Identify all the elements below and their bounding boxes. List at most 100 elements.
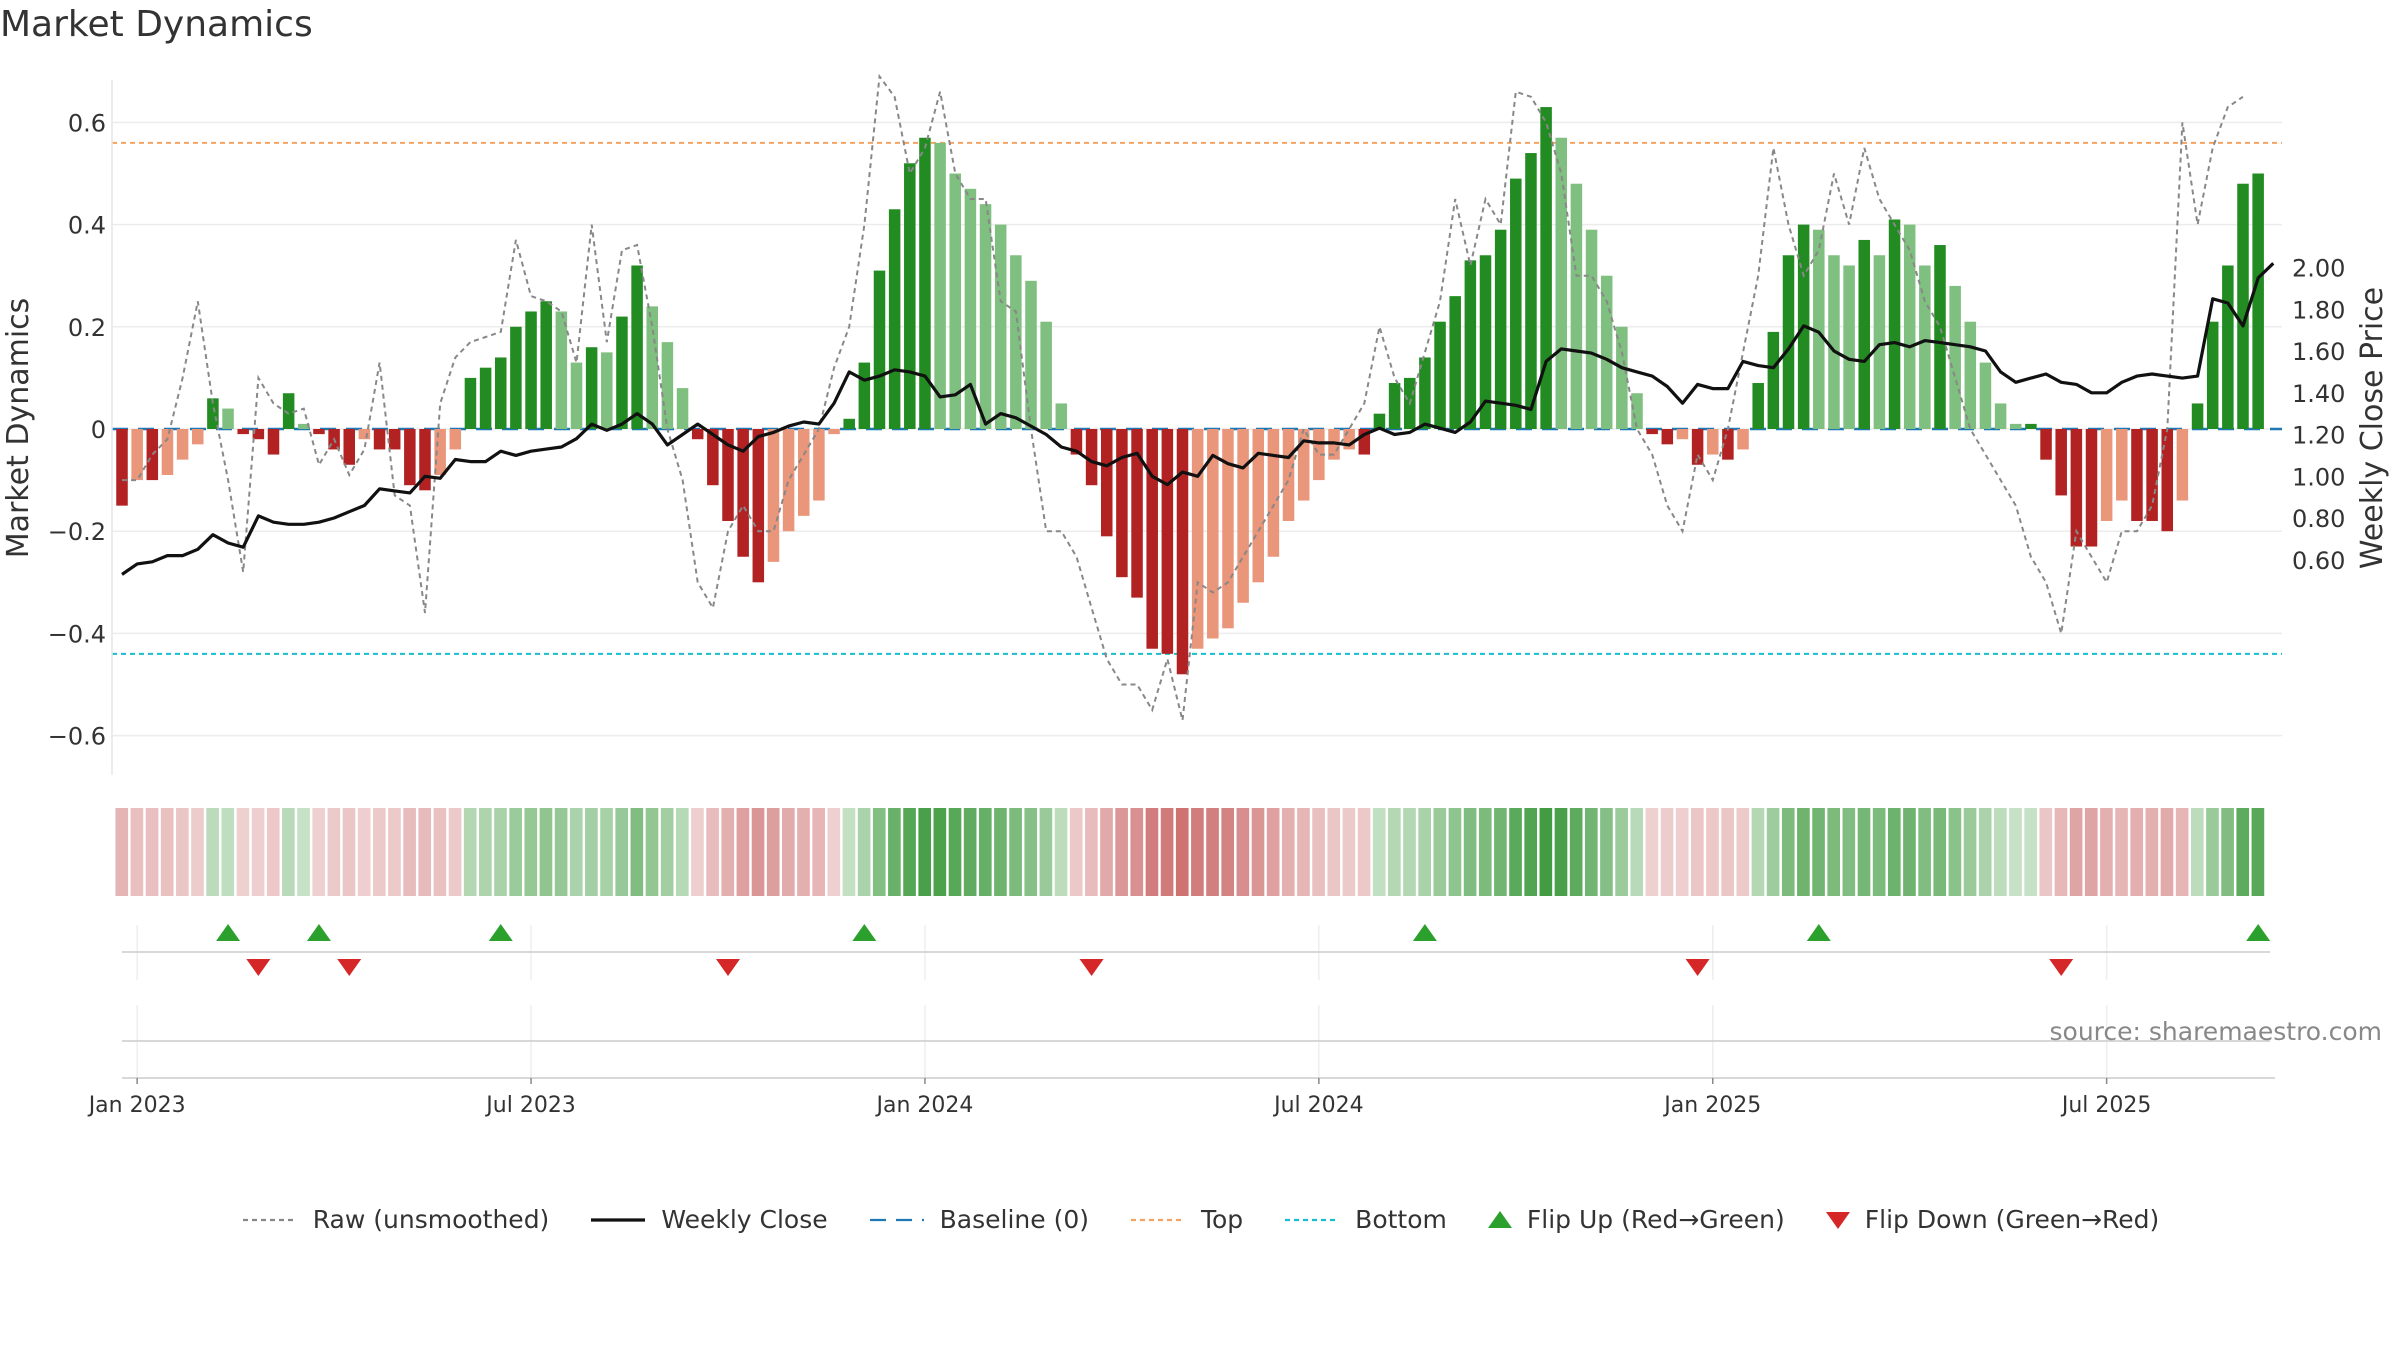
momentum-bar bbox=[222, 408, 234, 429]
momentum-bar bbox=[2070, 429, 2083, 547]
momentum-bar bbox=[191, 429, 204, 445]
momentum-bar bbox=[1464, 260, 1477, 429]
y-axis-label-left: Market Dynamics bbox=[1, 298, 36, 559]
momentum-bar bbox=[752, 429, 765, 583]
regime-cell bbox=[1312, 808, 1325, 896]
regime-cell bbox=[2024, 808, 2037, 896]
legend-swatch bbox=[242, 1218, 297, 1221]
momentum-bar bbox=[2222, 265, 2234, 429]
regime-cell bbox=[1418, 808, 1431, 896]
momentum-bar bbox=[1888, 219, 1901, 429]
regime-cell bbox=[585, 808, 598, 896]
flip-down-marker bbox=[716, 959, 740, 976]
left-tick-label: −0.4 bbox=[48, 620, 106, 648]
momentum-bar bbox=[1949, 285, 1961, 429]
legend-item-bottom: Bottom bbox=[1283, 1205, 1447, 1234]
momentum-bar bbox=[1873, 255, 1886, 429]
momentum-bar bbox=[934, 142, 946, 429]
regime-cell bbox=[1766, 808, 1780, 896]
regime-cell bbox=[1660, 808, 1674, 896]
momentum-bar bbox=[1085, 429, 1098, 486]
x-tick-label: Jul 2024 bbox=[1272, 1093, 1364, 1118]
right-tick-label: 1.60 bbox=[2292, 338, 2345, 366]
regime-cell bbox=[1706, 808, 1719, 896]
momentum-bar bbox=[2206, 321, 2219, 429]
momentum-bar bbox=[1207, 429, 1219, 639]
momentum-bar bbox=[979, 204, 992, 429]
flip-up-marker bbox=[1412, 924, 1437, 941]
regime-cell bbox=[2145, 808, 2159, 896]
regime-cell bbox=[1994, 808, 2007, 896]
legend-item-flip_up: Flip Up (Red→Green) bbox=[1487, 1205, 1785, 1234]
legend: Raw (unsmoothed) Weekly Close Baseline (0)… bbox=[0, 1205, 2400, 1234]
momentum-bar bbox=[1555, 137, 1568, 430]
regime-cell bbox=[1069, 808, 1083, 896]
regime-cell bbox=[1736, 808, 1750, 896]
momentum-bar bbox=[888, 209, 901, 429]
momentum-bar bbox=[2116, 429, 2128, 501]
momentum-bar bbox=[1767, 331, 1780, 429]
right-tick-label: 1.00 bbox=[2292, 463, 2345, 491]
flip-markers bbox=[216, 924, 2271, 976]
regime-cell bbox=[1721, 808, 1734, 896]
legend-label: Baseline (0) bbox=[939, 1205, 1089, 1234]
regime-cell bbox=[797, 808, 810, 896]
momentum-bar bbox=[146, 429, 159, 481]
regime-cell bbox=[1160, 808, 1174, 896]
regime-cell bbox=[903, 808, 916, 896]
legend-swatch bbox=[1487, 1210, 1512, 1228]
momentum-bar bbox=[313, 429, 325, 435]
momentum-bar bbox=[525, 311, 537, 429]
legend-swatch bbox=[591, 1217, 646, 1222]
momentum-bar bbox=[631, 265, 643, 429]
regime-cell bbox=[660, 808, 674, 896]
momentum-bar bbox=[2040, 429, 2052, 460]
momentum-bar bbox=[1494, 229, 1507, 429]
regime-cell bbox=[357, 808, 371, 896]
momentum-bar bbox=[1661, 429, 1674, 445]
regime-cell bbox=[2069, 808, 2083, 896]
momentum-bar bbox=[767, 429, 780, 562]
momentum-bar bbox=[676, 388, 689, 429]
regime-cell bbox=[1403, 808, 1416, 896]
legend-swatch-shape bbox=[1825, 1211, 1850, 1229]
regime-cell bbox=[827, 808, 841, 896]
legend-label: Weekly Close bbox=[661, 1205, 828, 1234]
left-tick-label: 0.2 bbox=[68, 314, 106, 342]
regime-cell bbox=[1191, 808, 1204, 896]
momentum-bar bbox=[267, 429, 280, 455]
source-note: source: sharemaestro.com bbox=[2050, 1017, 2383, 1046]
regime-cell bbox=[630, 808, 644, 896]
momentum-bar bbox=[858, 362, 871, 429]
legend-label: Top bbox=[1200, 1205, 1244, 1234]
momentum-bar bbox=[1176, 429, 1189, 675]
regime-cell bbox=[872, 808, 886, 896]
momentum-bar bbox=[616, 316, 628, 429]
regime-cell bbox=[1100, 808, 1113, 896]
right-tick-label: 1.40 bbox=[2292, 380, 2345, 408]
regime-cell bbox=[1448, 808, 1462, 896]
momentum-bar bbox=[1964, 321, 1977, 429]
momentum-bar bbox=[479, 367, 492, 429]
regime-cell bbox=[282, 808, 295, 896]
regime-cell bbox=[2160, 808, 2174, 896]
regime-cell bbox=[1494, 808, 1507, 896]
regime-cell bbox=[706, 808, 719, 896]
momentum-bar bbox=[994, 224, 1007, 429]
legend-label: Bottom bbox=[1355, 1205, 1447, 1234]
flip-down-marker bbox=[246, 959, 271, 976]
regime-cell bbox=[1963, 808, 1977, 896]
regime-cell bbox=[615, 808, 629, 896]
right-tick-label: 1.20 bbox=[2292, 422, 2345, 450]
momentum-bar bbox=[585, 347, 598, 429]
momentum-bar bbox=[1146, 429, 1158, 649]
momentum-bar bbox=[1752, 383, 1764, 429]
legend-swatch bbox=[1285, 1218, 1340, 1221]
regime-cell bbox=[145, 808, 159, 896]
regime-cell bbox=[2115, 808, 2128, 896]
regime-cell bbox=[569, 808, 583, 896]
regime-cell bbox=[1433, 808, 1447, 896]
regime-cell bbox=[766, 808, 780, 896]
regime-cell bbox=[1600, 808, 1613, 896]
momentum-bar bbox=[434, 429, 446, 475]
